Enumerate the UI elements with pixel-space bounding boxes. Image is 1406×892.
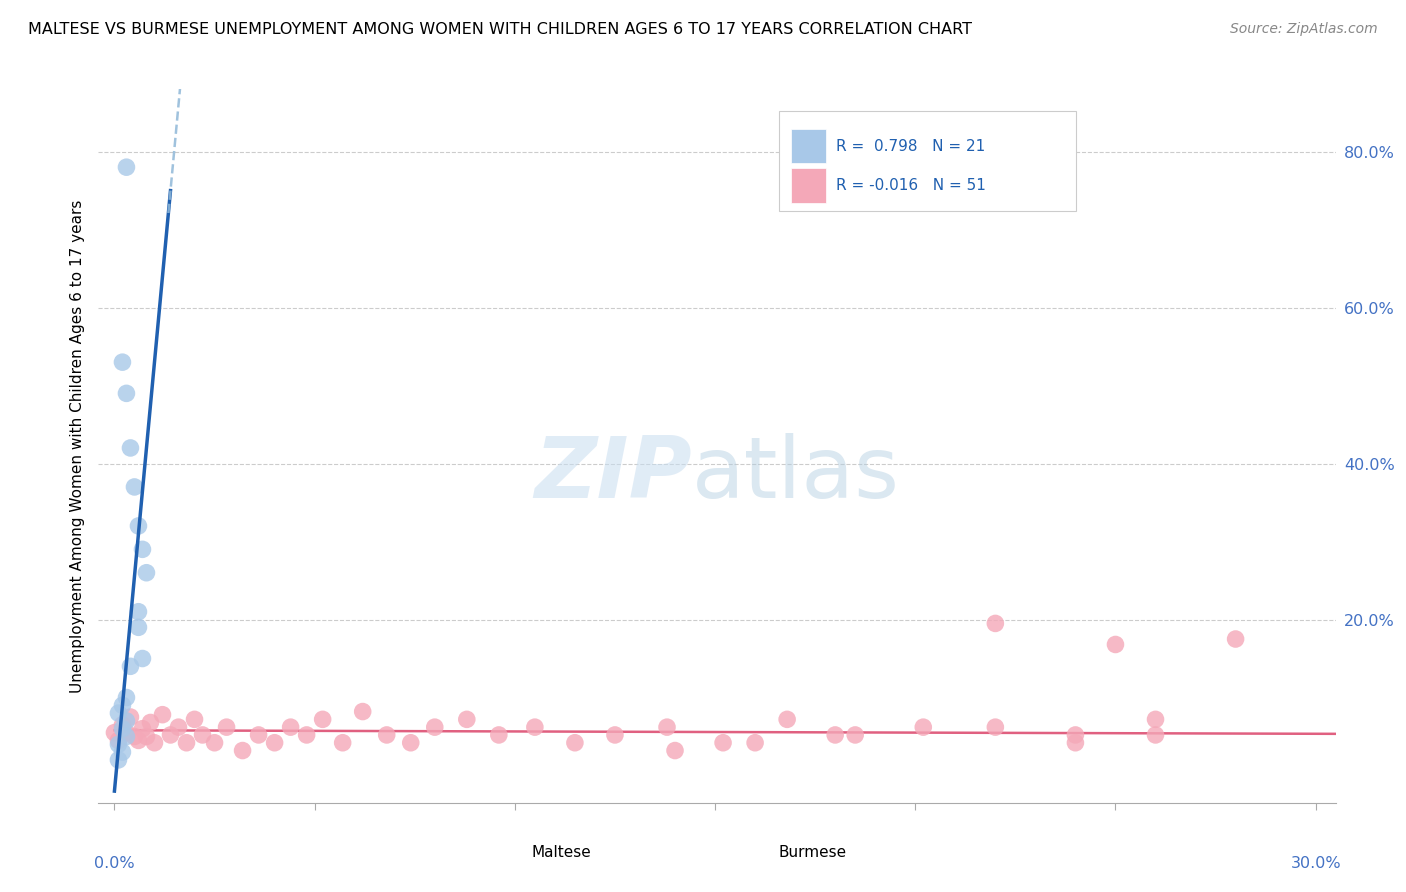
Y-axis label: Unemployment Among Women with Children Ages 6 to 17 years: Unemployment Among Women with Children A… xyxy=(69,199,84,693)
Point xyxy=(984,720,1007,734)
Point xyxy=(111,718,134,732)
Point xyxy=(120,441,142,455)
Point xyxy=(603,728,626,742)
Point xyxy=(127,519,149,533)
Point xyxy=(111,698,134,713)
Point xyxy=(332,736,354,750)
Text: Maltese: Maltese xyxy=(531,846,591,860)
Point xyxy=(107,753,129,767)
Point xyxy=(232,743,254,757)
Point xyxy=(1064,736,1087,750)
Text: ZIP: ZIP xyxy=(534,433,692,516)
Text: 0.0%: 0.0% xyxy=(94,856,135,871)
Point xyxy=(115,386,138,401)
FancyBboxPatch shape xyxy=(779,111,1076,211)
Point xyxy=(191,728,214,742)
Point xyxy=(107,737,129,751)
Point xyxy=(247,728,270,742)
Point xyxy=(1064,728,1087,742)
Text: R = -0.016   N = 51: R = -0.016 N = 51 xyxy=(835,178,986,193)
Point xyxy=(295,728,318,742)
Point xyxy=(152,707,174,722)
Point xyxy=(1225,632,1247,646)
Point xyxy=(711,736,734,750)
Point xyxy=(107,706,129,720)
Point xyxy=(115,690,138,705)
Point xyxy=(399,736,422,750)
Point xyxy=(127,620,149,634)
Point xyxy=(120,659,142,673)
Point xyxy=(488,728,510,742)
Point xyxy=(124,730,146,744)
Point xyxy=(776,712,799,726)
Point xyxy=(423,720,446,734)
Point xyxy=(984,616,1007,631)
Point xyxy=(183,712,205,726)
Point xyxy=(1104,638,1126,652)
Point xyxy=(143,736,166,750)
Point xyxy=(127,605,149,619)
Point xyxy=(115,725,138,739)
Point xyxy=(107,733,129,747)
Point xyxy=(744,736,766,750)
Point xyxy=(523,720,546,734)
Point xyxy=(139,715,162,730)
Point xyxy=(280,720,302,734)
Point xyxy=(1144,728,1167,742)
Point xyxy=(263,736,285,750)
Text: Burmese: Burmese xyxy=(779,846,846,860)
Point xyxy=(111,355,134,369)
Point xyxy=(127,733,149,747)
Point xyxy=(352,705,374,719)
Point xyxy=(115,160,138,174)
Point xyxy=(215,720,238,734)
Point xyxy=(135,566,157,580)
Point xyxy=(375,728,398,742)
Point xyxy=(824,728,846,742)
Point xyxy=(912,720,935,734)
Point xyxy=(131,542,153,557)
Point xyxy=(167,720,190,734)
Point xyxy=(111,722,134,736)
Point xyxy=(159,728,181,742)
Point xyxy=(124,480,146,494)
Text: Source: ZipAtlas.com: Source: ZipAtlas.com xyxy=(1230,22,1378,37)
Point xyxy=(564,736,586,750)
Point xyxy=(1144,712,1167,726)
Point xyxy=(115,714,138,728)
Point xyxy=(131,722,153,736)
Point xyxy=(664,743,686,757)
FancyBboxPatch shape xyxy=(495,838,522,867)
Point xyxy=(655,720,678,734)
FancyBboxPatch shape xyxy=(792,169,825,202)
Text: 30.0%: 30.0% xyxy=(1291,856,1341,871)
Point xyxy=(844,728,866,742)
FancyBboxPatch shape xyxy=(742,838,769,867)
Point xyxy=(456,712,478,726)
Point xyxy=(311,712,333,726)
Text: R =  0.798   N = 21: R = 0.798 N = 21 xyxy=(835,139,986,153)
Point xyxy=(115,730,138,744)
Point xyxy=(111,745,134,759)
FancyBboxPatch shape xyxy=(792,129,825,163)
Point xyxy=(103,725,125,739)
Text: atlas: atlas xyxy=(692,433,900,516)
Point xyxy=(131,651,153,665)
Point xyxy=(120,710,142,724)
Point xyxy=(204,736,226,750)
Point xyxy=(176,736,198,750)
Point xyxy=(135,730,157,744)
Text: MALTESE VS BURMESE UNEMPLOYMENT AMONG WOMEN WITH CHILDREN AGES 6 TO 17 YEARS COR: MALTESE VS BURMESE UNEMPLOYMENT AMONG WO… xyxy=(28,22,972,37)
